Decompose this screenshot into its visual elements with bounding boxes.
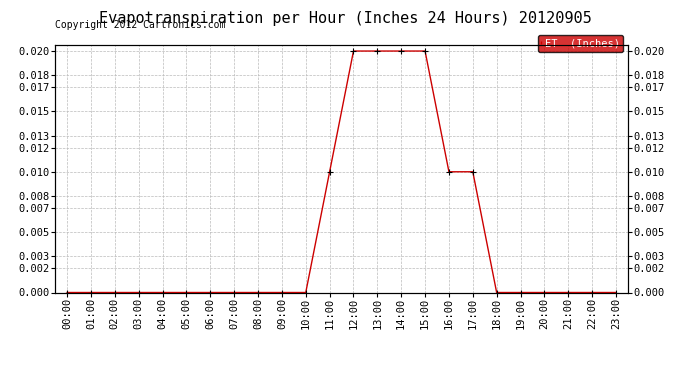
Text: Copyright 2012 Cartronics.com: Copyright 2012 Cartronics.com [55, 20, 226, 30]
Text: Evapotranspiration per Hour (Inches 24 Hours) 20120905: Evapotranspiration per Hour (Inches 24 H… [99, 11, 591, 26]
Legend: ET  (Inches): ET (Inches) [538, 35, 622, 52]
